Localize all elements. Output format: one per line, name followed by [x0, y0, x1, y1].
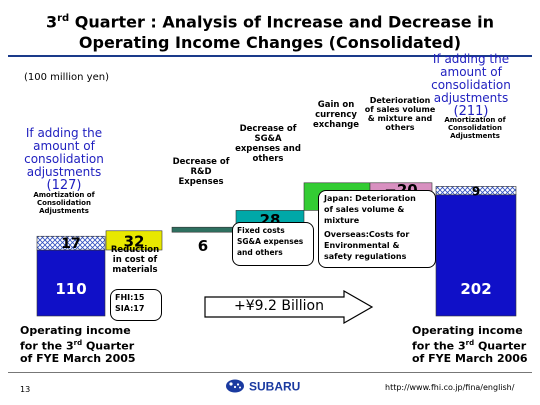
sga-label: Decrease of SG&A expenses and others — [232, 124, 304, 164]
fx-line3: exchange — [313, 120, 359, 130]
footer-url: http://www.fhi.co.jp/fina/english/ — [385, 383, 515, 392]
amortization-box-end-value: 9 — [472, 185, 480, 199]
sga-line1: Decrease of — [239, 124, 297, 134]
left-adjust-line1: If adding the — [25, 126, 103, 140]
rd-line3: Expenses — [178, 177, 224, 187]
left-adjustments-label: If adding the amount of consolidation ad… — [18, 126, 110, 193]
left-op-line1: Operating income — [20, 324, 131, 337]
right-adjust-line1: If adding the — [432, 52, 510, 66]
bar-start-fye2005 — [36, 249, 106, 317]
title-line1: Quarter : Analysis of Increase and Decre… — [69, 12, 495, 32]
det-line2: of sales volume — [364, 105, 436, 114]
fhi-sia-callout: FHI:15 SIA:17 — [110, 289, 162, 321]
bar-rd-value: 6 — [198, 237, 208, 255]
rd-line2: R&D — [190, 167, 212, 177]
left-adjust-line4: adjustments — [26, 165, 102, 179]
right-amort-line2: Consolidation — [448, 124, 502, 132]
overseas-line3: safety regulations — [324, 252, 407, 261]
right-adjustments-label: If adding the amount of consolidation ad… — [428, 52, 514, 119]
japan-line3: mixture — [324, 216, 360, 225]
right-adjust-total: (211) — [453, 104, 489, 119]
right-amort-line3: Adjustments — [450, 132, 500, 140]
left-op-line2-sup: rd — [73, 339, 83, 347]
left-op-line3: of FYE March 2005 — [20, 351, 136, 365]
fixed-costs-callout: Fixed costs SG&A expenses and others — [232, 222, 314, 266]
bar-end-fye2006-value: 202 — [460, 280, 491, 298]
japan-overseas-callout: Japan: Deterioration of sales volume & m… — [318, 190, 436, 268]
title-line2: Operating Income Changes (Consolidated) — [78, 33, 462, 53]
bar-materials — [105, 230, 163, 251]
sga-line2: SG&A — [254, 134, 282, 144]
fx-line2: currency — [315, 110, 357, 120]
right-op-line2-sup: rd — [465, 339, 475, 347]
amortization-box-start-value: 17 — [61, 236, 80, 252]
left-adjust-total: (127) — [46, 178, 82, 193]
reduction-line1: Reduction — [110, 245, 160, 255]
japan-line2: of sales volume & — [324, 205, 405, 214]
fx-line1: Gain on — [317, 100, 355, 110]
fixed-costs-line3: and others — [237, 248, 283, 257]
right-amort-line1: Amortization of — [444, 116, 506, 124]
sga-line4: others — [252, 154, 284, 164]
bar-rd — [171, 226, 235, 233]
total-change-arrow — [204, 290, 374, 324]
reduction-line2: in cost of — [112, 255, 158, 265]
left-operating-income-label: Operating income for the 3rd Quarter of … — [20, 325, 140, 365]
amortization-box-start — [36, 235, 106, 251]
subaru-logo: SUBARU — [226, 379, 300, 394]
total-change-value: +¥9.2 Billion — [234, 298, 324, 314]
rd-line1: Decrease of — [172, 157, 230, 167]
fixed-costs-line2: SG&A expenses — [237, 237, 304, 246]
det-line3: & mixture and — [367, 114, 433, 123]
left-adjust-line3: consolidation — [24, 152, 104, 166]
left-amort-line2: Consolidation — [37, 199, 91, 207]
title-quarter: 3 — [45, 12, 58, 32]
amortization-box-end — [435, 186, 517, 196]
right-adjust-line4: adjustments — [433, 91, 509, 105]
left-op-line2-end: Quarter — [82, 339, 135, 353]
subaru-logo-text: SUBARU — [249, 380, 300, 394]
reduction-line3: materials — [112, 265, 158, 275]
sga-line3: expenses and — [235, 144, 301, 154]
overseas-line1: Overseas:Costs for — [324, 230, 410, 239]
fhi-value: FHI:15 — [115, 293, 145, 302]
left-op-line2-text: for the 3 — [20, 339, 74, 353]
bar-end-fye2006 — [435, 194, 517, 317]
japan-line1: Japan: Deterioration — [324, 194, 416, 203]
title-quarter-suffix: rd — [57, 13, 70, 24]
bar-start-fye2005-value: 110 — [55, 280, 86, 298]
right-op-line2: for the 3rd Quarter — [412, 337, 536, 353]
det-line4: others — [385, 123, 415, 132]
det-line1: Deterioration — [369, 96, 431, 105]
left-amort-line3: Adjustments — [39, 207, 89, 215]
right-op-line3: of FYE March 2006 — [412, 351, 528, 365]
left-amort-line1: Amortization of — [33, 191, 95, 199]
overseas-line2: Environmental & — [324, 241, 400, 250]
right-adjust-line2: amount of — [440, 65, 502, 79]
left-adjust-line2: amount of — [33, 139, 95, 153]
page-number: 13 — [20, 385, 31, 394]
bar-materials-value: 32 — [124, 232, 145, 250]
page-title: 3rd Quarter : Analysis of Increase and D… — [10, 8, 530, 53]
right-operating-income-label: Operating income for the 3rd Quarter of … — [412, 325, 536, 365]
left-op-line2: for the 3rd Quarter — [20, 337, 140, 353]
fx-gain-label: Gain on currency exchange — [304, 100, 368, 130]
fixed-costs-line1: Fixed costs — [237, 226, 285, 235]
right-op-line2-text: for the 3 — [412, 339, 466, 353]
rd-expenses-label: Decrease of R&D Expenses — [166, 157, 236, 187]
footer-divider — [8, 372, 532, 373]
right-op-line2-end: Quarter — [474, 339, 527, 353]
right-amortization-label: Amortization of Consolidation Adjustment… — [436, 116, 514, 140]
sia-value: SIA:17 — [115, 304, 145, 313]
deterioration-label: Deterioration of sales volume & mixture … — [362, 96, 438, 132]
units-label: (100 million yen) — [24, 72, 109, 83]
right-adjust-line3: consolidation — [431, 78, 511, 92]
right-op-line1: Operating income — [412, 324, 523, 337]
left-amortization-label: Amortization of Consolidation Adjustment… — [26, 191, 102, 215]
reduction-materials-label: Reduction in cost of materials — [106, 245, 164, 275]
title-divider — [8, 55, 532, 57]
